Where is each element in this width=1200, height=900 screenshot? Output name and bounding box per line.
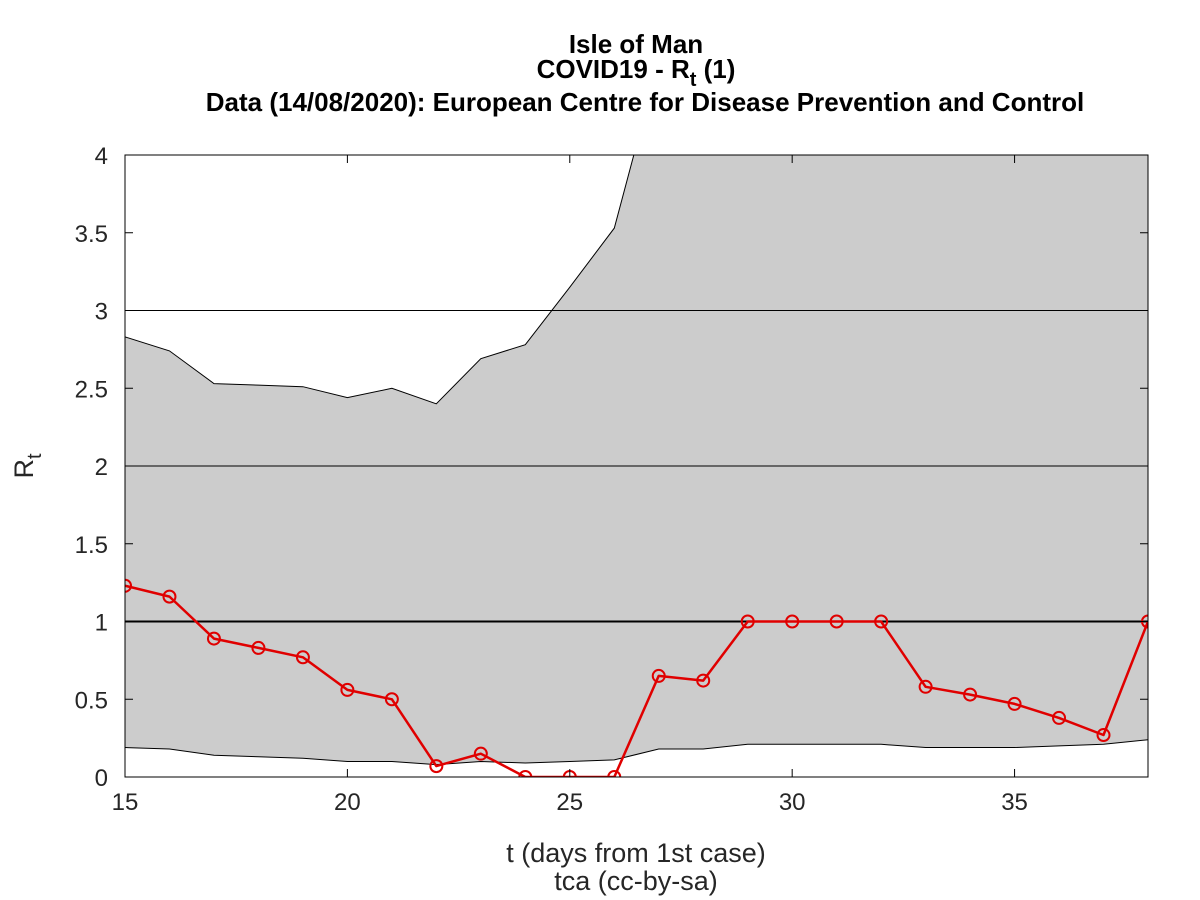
y-tick-label-4: 4 <box>95 143 108 170</box>
data-point-15 <box>125 578 132 593</box>
x-axis-ticks: 15 20 25 30 35 <box>112 155 1028 816</box>
x-tick-label-35: 35 <box>1001 789 1028 816</box>
confidence-band <box>125 155 1148 765</box>
y-axis-label-main: R <box>9 459 39 479</box>
data-point-21 <box>384 692 399 707</box>
data-point-34 <box>963 687 978 702</box>
data-point-24 <box>518 770 533 777</box>
x-tick-label-30: 30 <box>779 789 806 816</box>
data-point-28 <box>696 673 711 688</box>
y-tick-label-0: 0 <box>95 765 108 792</box>
chart-title-line-1: Isle of Man <box>569 29 703 59</box>
y-axis-ticks: 0 0.5 1 1.5 2 2.5 3 3.5 4 <box>75 143 1148 792</box>
data-point-37 <box>1096 728 1111 743</box>
data-point-23 <box>473 746 488 761</box>
y-tick-label-2-5: 2.5 <box>75 376 108 403</box>
y-axis-label: Rt <box>9 453 46 479</box>
y-tick-label-3: 3 <box>95 299 108 326</box>
plot-area <box>125 155 1148 777</box>
y-tick-label-3-5: 3.5 <box>75 221 108 248</box>
data-point-16 <box>162 589 177 604</box>
data-point-33 <box>918 679 933 694</box>
chart-title-line-3: Data (14/08/2020): European Centre for D… <box>206 87 1084 117</box>
data-point-32 <box>874 614 889 629</box>
chart-title-line-2-suffix: (1) <box>696 54 735 84</box>
y-tick-label-1-5: 1.5 <box>75 532 108 559</box>
x-tick-label-20: 20 <box>334 789 361 816</box>
data-point-30 <box>785 614 800 629</box>
x-tick-label-15: 15 <box>112 789 139 816</box>
data-point-27 <box>651 668 666 683</box>
data-point-19 <box>295 650 310 665</box>
y-tick-label-1: 1 <box>95 610 108 637</box>
chart-title-line-2: COVID19 - Rt (1) <box>537 54 736 91</box>
data-point-22 <box>429 759 444 774</box>
chart-title-line-2-main: COVID19 - R <box>537 54 690 84</box>
chart-title-line-2-subscript: t <box>690 69 697 91</box>
band-lower-edge <box>125 739 1148 766</box>
x-tick-label-25: 25 <box>556 789 583 816</box>
data-point-17 <box>206 631 221 646</box>
data-point-18 <box>251 640 266 655</box>
x-axis-label-2: tca (cc-by-sa) <box>554 866 718 896</box>
reference-lines <box>125 310 1148 623</box>
y-axis-label-subscript: t <box>24 453 46 459</box>
data-point-35 <box>1007 696 1022 711</box>
data-point-31 <box>829 614 844 629</box>
data-point-26 <box>607 770 622 777</box>
band-upper-edge <box>125 155 635 405</box>
data-point-29 <box>740 614 755 629</box>
y-tick-label-0-5: 0.5 <box>75 687 108 714</box>
data-point-36 <box>1052 710 1067 725</box>
rt-series-line <box>125 584 1148 777</box>
data-point-20 <box>340 682 355 697</box>
y-tick-label-2: 2 <box>95 454 108 481</box>
x-axis-label: t (days from 1st case) <box>506 838 766 868</box>
